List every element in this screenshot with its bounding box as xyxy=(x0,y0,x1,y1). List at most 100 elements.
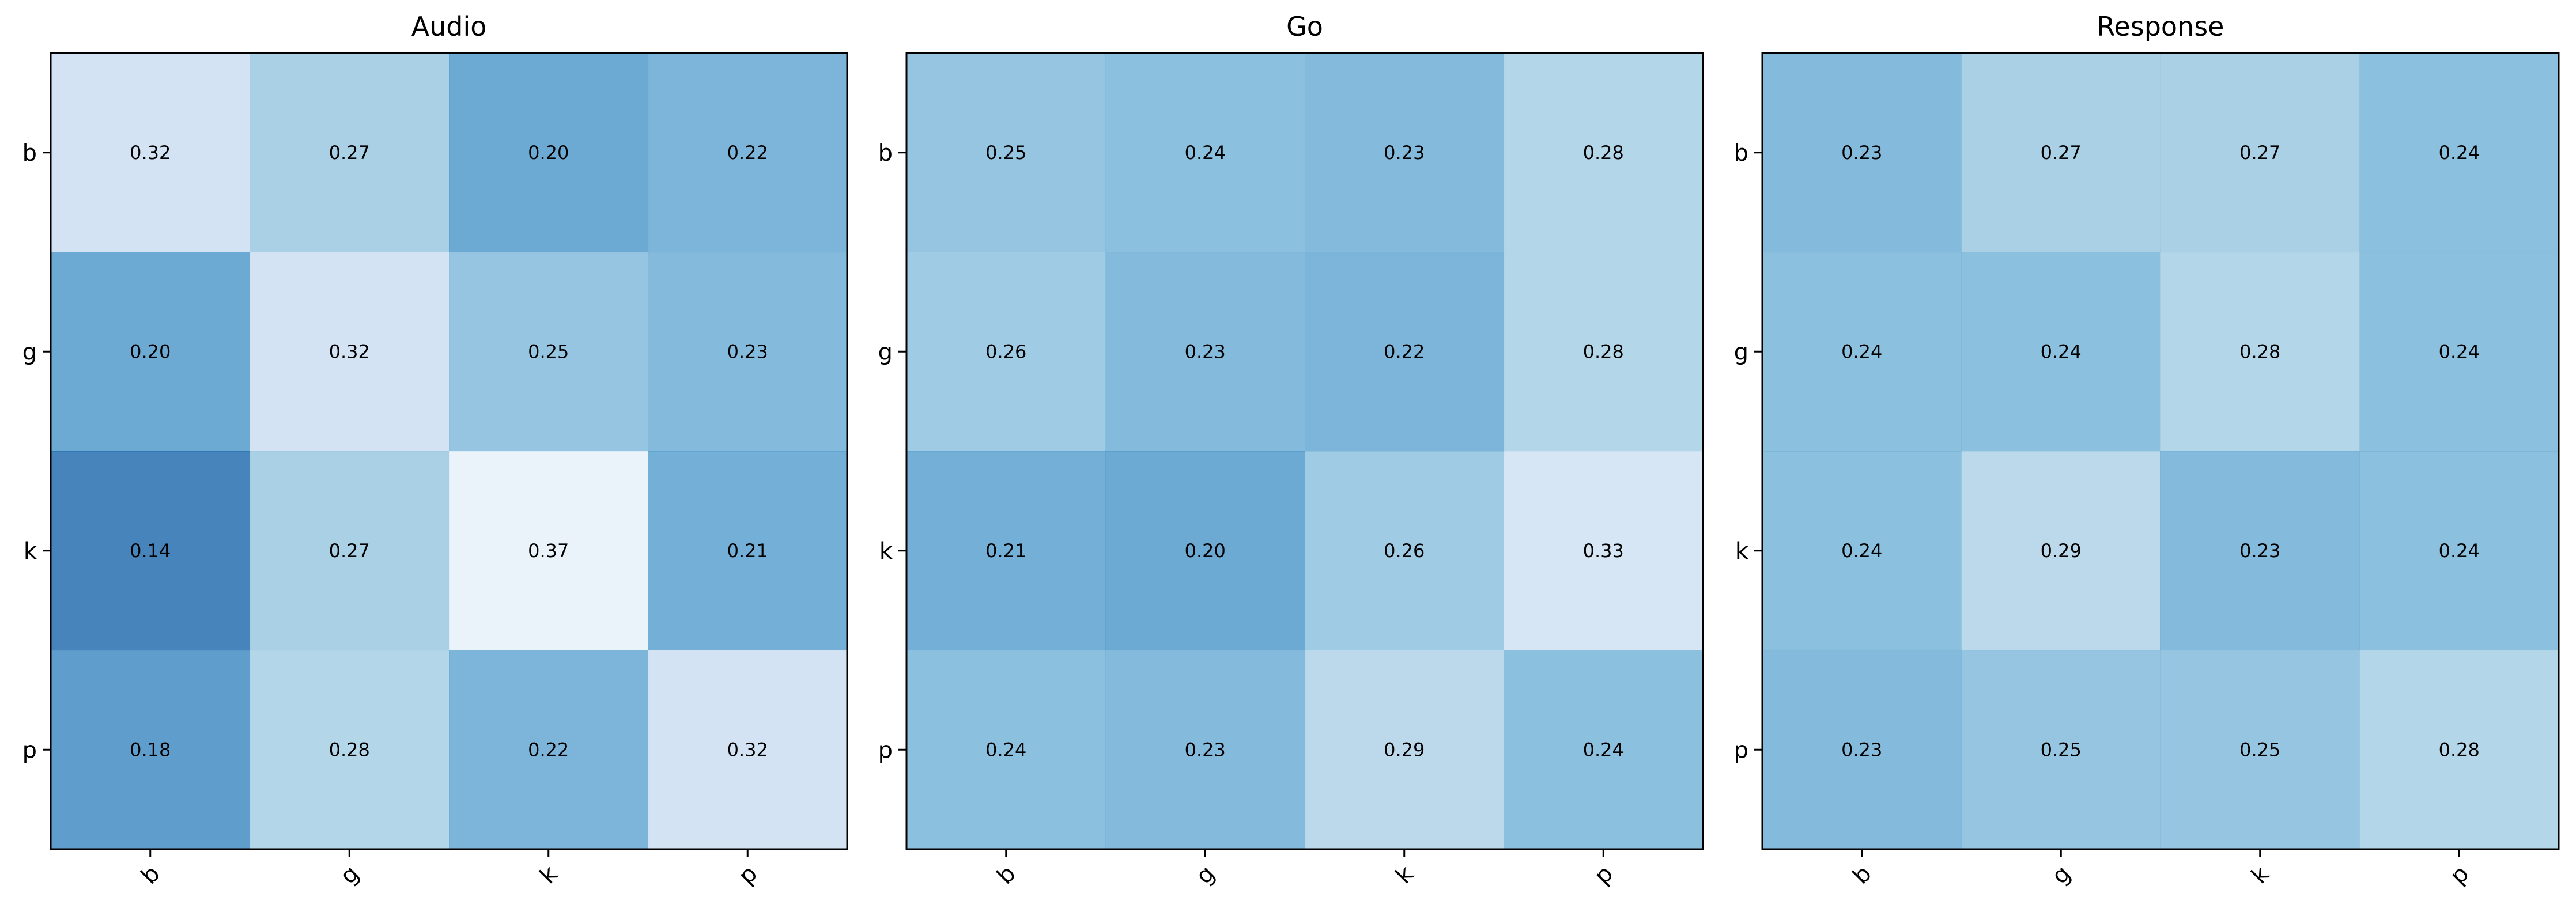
cell-value-label: 0.25 xyxy=(985,142,1026,164)
heatmap-cell xyxy=(648,252,848,452)
cell-value-label: 0.25 xyxy=(2041,739,2082,760)
cell-value-label: 0.20 xyxy=(528,142,569,164)
heatmap-panels: 0.32 0.27 0.20 0.22 0.20 0.32 0.25 0.23 0.14 0.27… xyxy=(22,11,2560,890)
heatmap-cell xyxy=(648,650,848,850)
heatmap-cell xyxy=(51,650,251,850)
heatmap-cell xyxy=(648,451,848,651)
y-tick-label: k xyxy=(879,538,893,565)
cell-value-label: 0.24 xyxy=(2439,142,2480,164)
panel-frame xyxy=(905,52,1704,850)
cell-value-label: 0.28 xyxy=(1583,142,1624,164)
heatmap-cell xyxy=(2160,53,2360,253)
heatmap-cell xyxy=(2160,451,2360,651)
cell-value-label: 0.24 xyxy=(985,739,1026,760)
cell-value-label: 0.14 xyxy=(130,540,171,562)
y-tick-label: p xyxy=(1734,737,1748,763)
cell-value-label: 0.25 xyxy=(2239,739,2280,760)
heatmap-cell xyxy=(2359,252,2559,452)
y-tick-label: g xyxy=(22,339,37,365)
panel-title: Audio xyxy=(411,11,487,42)
heatmap-cell xyxy=(1105,252,1305,452)
cell-value-label: 0.24 xyxy=(2041,340,2082,362)
cell-value-label: 0.32 xyxy=(329,340,370,362)
y-tick-label: p xyxy=(878,737,893,763)
cell-value-label: 0.24 xyxy=(1841,540,1882,562)
cell-value-label: 0.26 xyxy=(1384,540,1425,562)
cell-value-label: 0.27 xyxy=(2239,142,2280,164)
heatmap-cell xyxy=(1305,252,1505,452)
heatmap-cell xyxy=(1961,451,2161,651)
cell-value-label: 0.24 xyxy=(1583,739,1624,760)
heatmap-cell xyxy=(51,252,251,452)
heatmap-cell xyxy=(250,451,450,651)
cell-value-label: 0.28 xyxy=(1583,340,1624,362)
y-tick-label: b xyxy=(1734,140,1748,166)
heatmap-cell xyxy=(2160,650,2360,850)
heatmap-cell xyxy=(1762,451,1962,651)
cell-value-label: 0.23 xyxy=(1841,739,1882,760)
y-tick-label: b xyxy=(878,140,893,166)
y-tick-label: k xyxy=(24,538,37,565)
heatmap-cell xyxy=(449,53,649,253)
heatmap-cell xyxy=(2359,451,2559,651)
cell-value-label: 0.22 xyxy=(727,142,768,164)
heatmap-cell xyxy=(1305,451,1505,651)
cell-value-label: 0.21 xyxy=(727,540,768,562)
cell-value-label: 0.24 xyxy=(1185,142,1226,164)
heatmap-cell xyxy=(250,252,450,452)
panel-title: Go xyxy=(1286,11,1323,42)
heatmap-cell xyxy=(1504,451,1704,651)
y-tick-label: g xyxy=(878,339,893,365)
heatmap-cell xyxy=(1105,53,1305,253)
cell-value-label: 0.26 xyxy=(985,340,1026,362)
heatmap-cell xyxy=(1305,650,1505,850)
heatmap-cell xyxy=(906,252,1106,452)
cell-value-label: 0.23 xyxy=(1841,142,1882,164)
heatmap-panel: 0.32 0.27 0.20 0.22 0.20 0.32 0.25 0.23 0.14 0.27… xyxy=(22,11,848,890)
heatmap-cell xyxy=(1504,53,1704,253)
cell-value-label: 0.24 xyxy=(1841,340,1882,362)
heatmap-cell xyxy=(2359,53,2559,253)
heatmap-cell xyxy=(648,53,848,253)
heatmap-cell xyxy=(449,252,649,452)
heatmap-cell xyxy=(2359,650,2559,850)
cell-value-label: 0.27 xyxy=(2041,142,2082,164)
cell-value-label: 0.27 xyxy=(329,540,370,562)
panel-frame xyxy=(50,52,848,850)
heatmap-cell xyxy=(1961,650,2161,850)
heatmap-cell xyxy=(1961,53,2161,253)
cell-value-label: 0.37 xyxy=(528,540,569,562)
heatmap-cell xyxy=(51,53,251,253)
heatmap-cell xyxy=(1105,650,1305,850)
cell-value-label: 0.32 xyxy=(130,142,171,164)
cell-value-label: 0.22 xyxy=(1384,340,1425,362)
cell-value-label: 0.25 xyxy=(528,340,569,362)
y-tick-label: k xyxy=(1735,538,1749,565)
y-tick-label: p xyxy=(22,737,37,763)
heatmap-cell xyxy=(1762,53,1962,253)
heatmap-cell xyxy=(1762,252,1962,452)
cell-value-label: 0.24 xyxy=(2439,340,2480,362)
cell-value-label: 0.21 xyxy=(985,540,1026,562)
cell-value-label: 0.23 xyxy=(2239,540,2280,562)
cell-value-label: 0.28 xyxy=(329,739,370,760)
heatmap-cell xyxy=(906,650,1106,850)
cell-value-label: 0.24 xyxy=(2439,540,2480,562)
cell-value-label: 0.23 xyxy=(727,340,768,362)
heatmap-cell xyxy=(51,451,251,651)
heatmap-cell xyxy=(906,451,1106,651)
y-tick-label: g xyxy=(1734,339,1748,365)
heatmap-panel: 0.23 0.27 0.27 0.24 0.24 0.24 0.28 0.24 0.24 0.29… xyxy=(1734,11,2560,890)
cell-value-label: 0.28 xyxy=(2439,739,2480,760)
heatmap-cell xyxy=(1762,650,1962,850)
cell-value-label: 0.27 xyxy=(329,142,370,164)
heatmap-cell xyxy=(1504,252,1704,452)
cell-value-label: 0.33 xyxy=(1583,540,1624,562)
panel-frame xyxy=(1761,52,2560,850)
heatmap-cell xyxy=(1504,650,1704,850)
heatmap-panel: 0.25 0.24 0.23 0.28 0.26 0.23 0.22 0.28 0.21 0.20… xyxy=(878,11,1704,890)
panel-title: Response xyxy=(2097,11,2224,42)
cell-value-label: 0.18 xyxy=(130,739,171,760)
heatmap-cell xyxy=(906,53,1106,253)
